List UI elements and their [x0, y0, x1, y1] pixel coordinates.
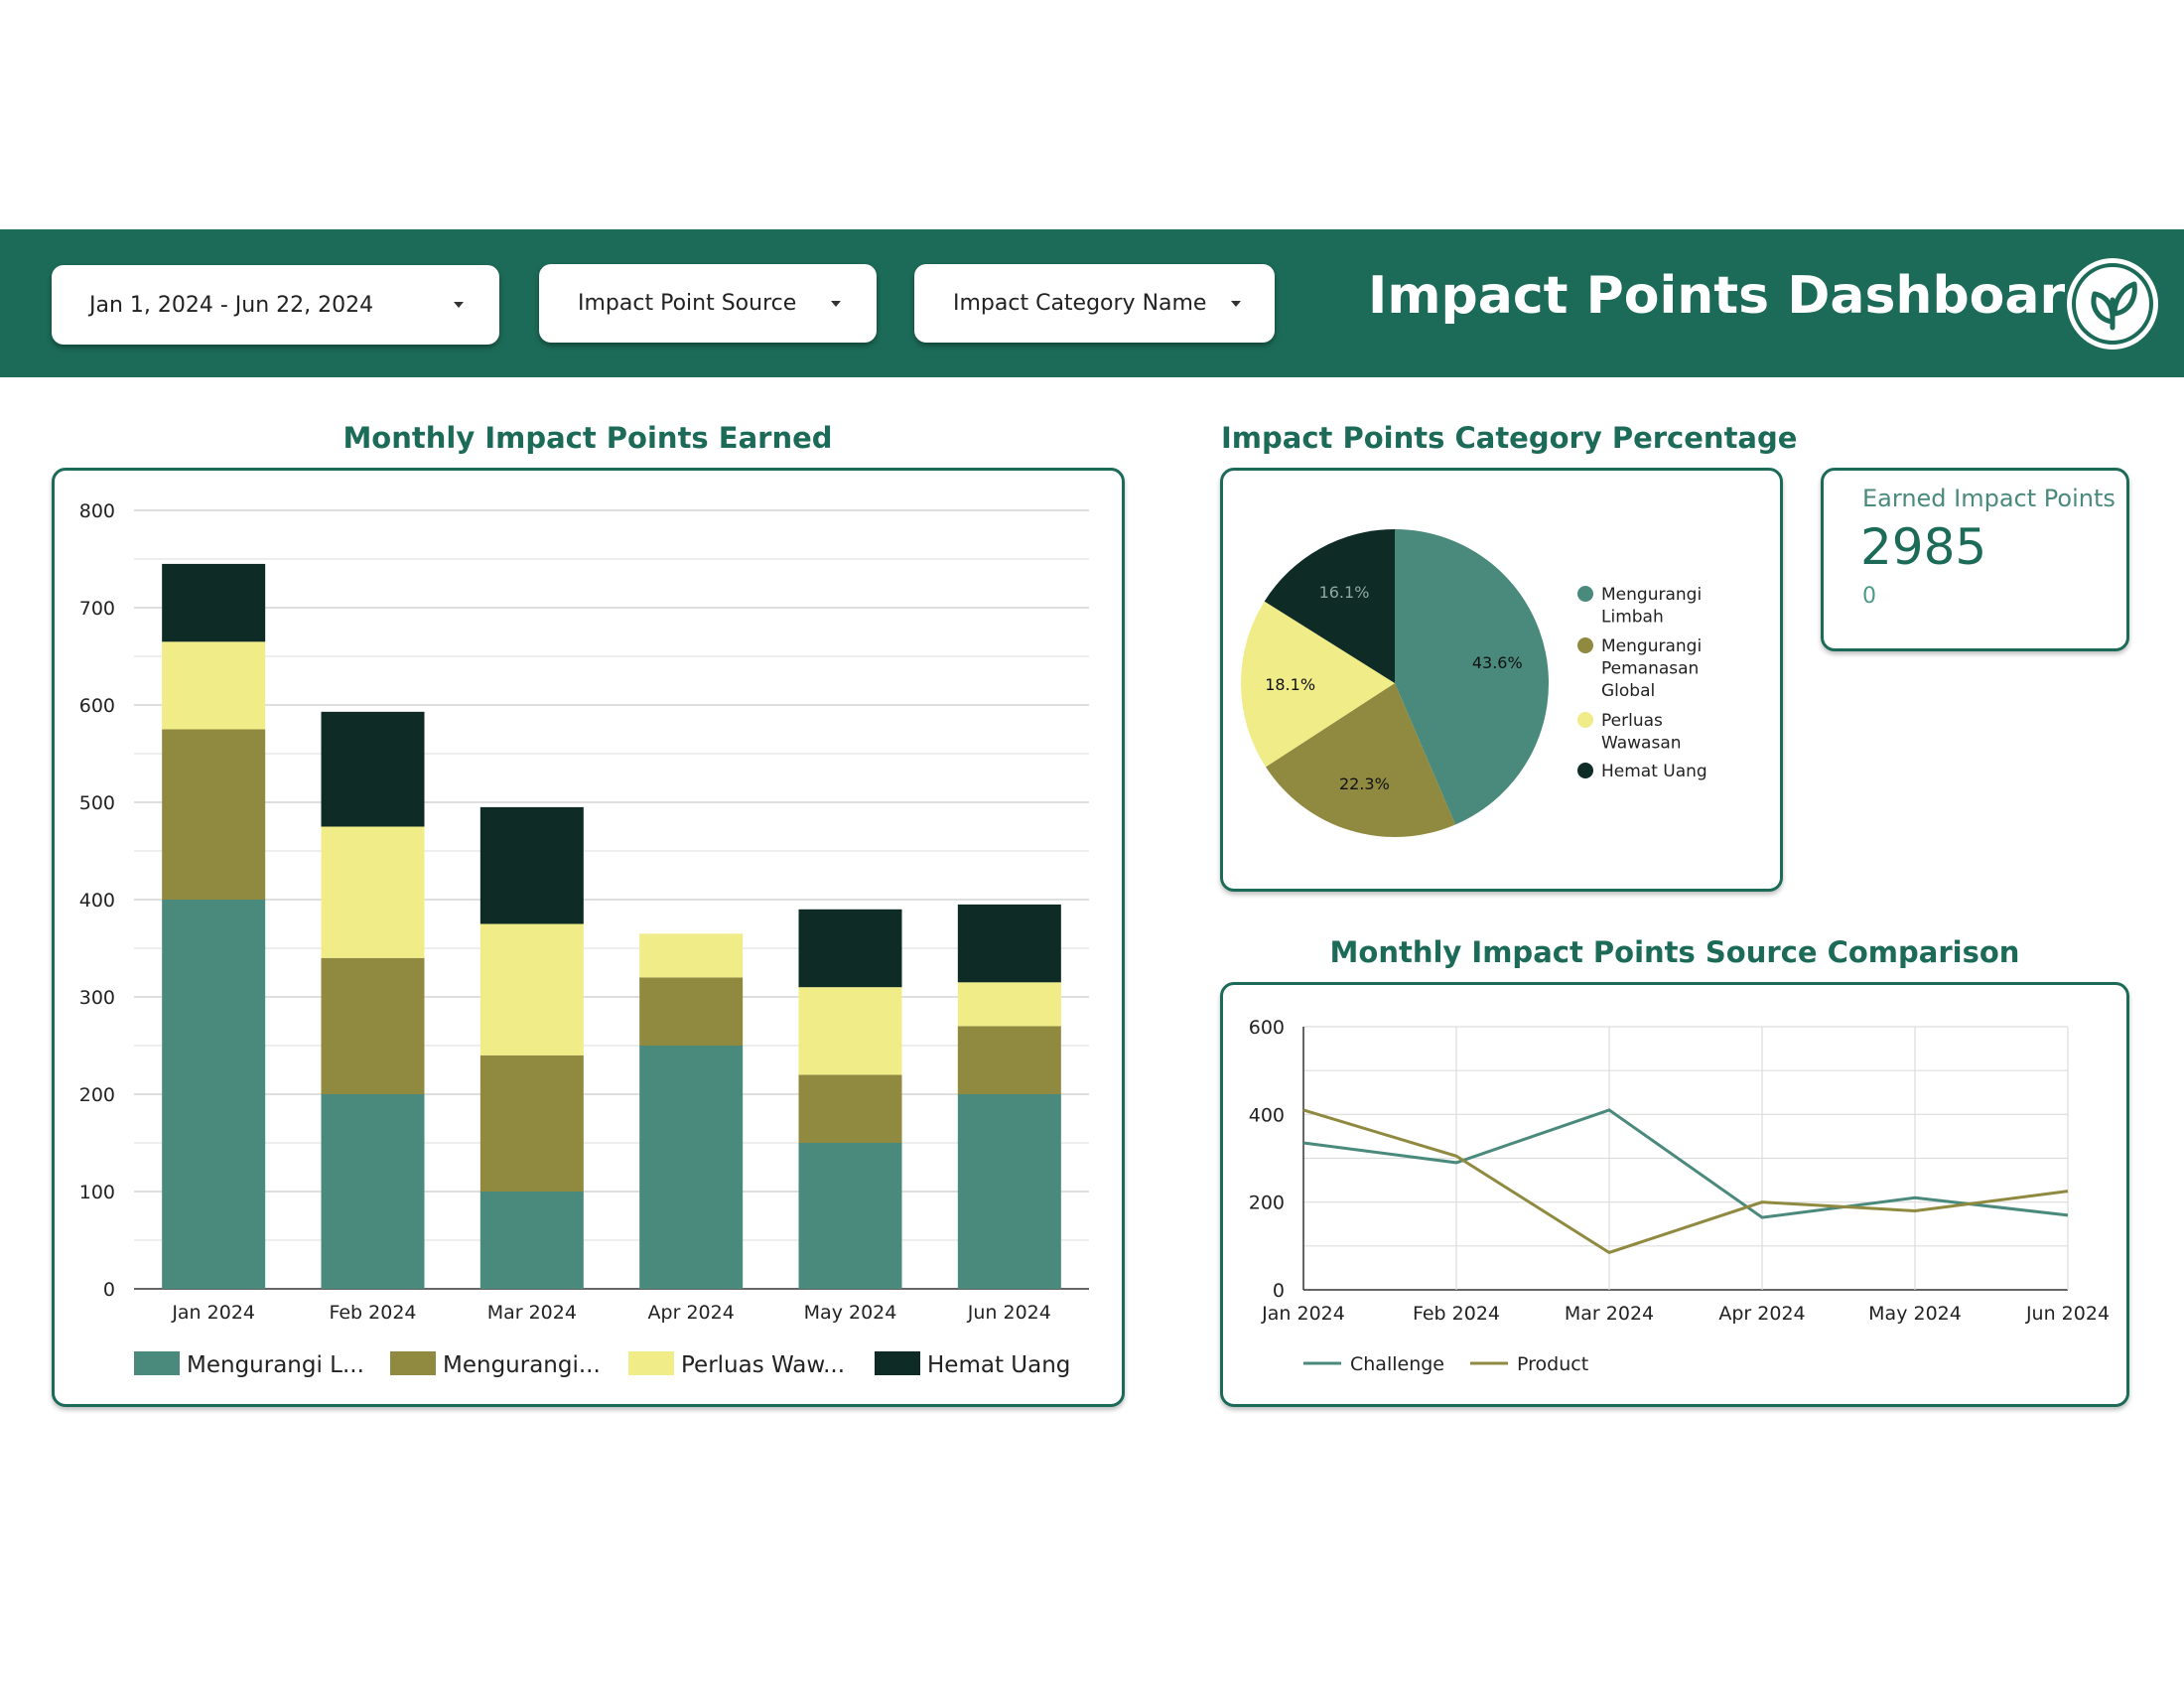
impact-category-name-label: Impact Category Name: [953, 291, 1207, 316]
bar-chart-panel: [52, 468, 1125, 1407]
kpi-delta: 0: [1862, 584, 1876, 609]
dropdown-caret-icon: [831, 300, 841, 307]
dropdown-caret-icon: [1231, 300, 1241, 307]
kpi-label: Earned Impact Points: [1862, 485, 2116, 512]
line-chart-panel: [1220, 982, 2129, 1407]
pie-chart-title: Impact Points Category Percentage: [1221, 421, 1798, 455]
dropdown-caret-icon: [454, 302, 464, 308]
date-range-filter[interactable]: Jan 1, 2024 - Jun 22, 2024: [52, 265, 499, 345]
bar-chart-title: Monthly Impact Points Earned: [342, 421, 833, 455]
line-chart-title: Monthly Impact Points Source Comparison: [1329, 935, 2020, 969]
impact-point-source-filter[interactable]: Impact Point Source: [539, 264, 877, 343]
impact-point-source-label: Impact Point Source: [578, 291, 797, 316]
kpi-value: 2985: [1860, 518, 1987, 576]
dashboard-title: Impact Points Dashboard: [1368, 266, 2103, 326]
pie-chart-panel: [1220, 468, 1783, 892]
impact-category-name-filter[interactable]: Impact Category Name: [914, 264, 1275, 343]
leaf-icon: [2067, 258, 2158, 350]
date-range-label: Jan 1, 2024 - Jun 22, 2024: [89, 292, 374, 318]
kpi-card: [1821, 468, 2129, 651]
